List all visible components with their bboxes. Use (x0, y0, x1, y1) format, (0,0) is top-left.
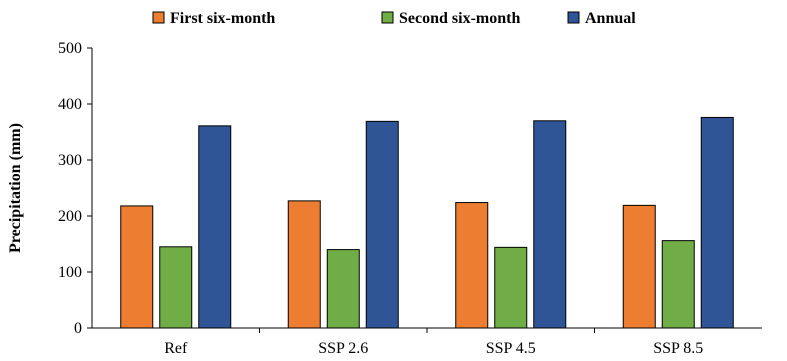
legend-swatch (152, 11, 165, 24)
bar-first-six-month-ssp-2-6 (287, 200, 321, 329)
y-tick-label: 0 (74, 320, 82, 337)
axes (91, 48, 762, 329)
bar-second-six-month-ssp-2-6 (326, 249, 360, 329)
bar-annual-ssp-2-6 (365, 120, 399, 329)
bars (120, 116, 734, 329)
legend-label: First six-month (170, 10, 275, 27)
y-tick-label: 500 (58, 40, 82, 57)
bar-first-six-month-ssp-8-5 (622, 204, 656, 329)
y-axis-ticks: 0 100 200 300 400 500 (58, 40, 92, 337)
legend: First six-month Second six-month Annual (152, 10, 636, 27)
bar-annual-ref (198, 125, 232, 329)
bar-annual-ssp-4-5 (533, 120, 567, 329)
bar-annual-ssp-8-5 (700, 116, 734, 329)
y-tick-label: 200 (58, 208, 82, 225)
y-tick-label: 300 (58, 152, 82, 169)
bar-first-six-month-ref (120, 205, 154, 329)
x-tick-label: SSP 2.6 (318, 340, 368, 357)
x-tick-label: Ref (164, 340, 188, 357)
x-tick-label: SSP 4.5 (486, 340, 536, 357)
y-axis-title: Precipitation (mm) (7, 123, 24, 253)
bar-second-six-month-ref (159, 246, 193, 329)
bar-first-six-month-ssp-4-5 (455, 202, 489, 329)
y-tick-label: 100 (58, 264, 82, 281)
legend-label: Annual (585, 10, 636, 27)
bar-second-six-month-ssp-4-5 (494, 246, 528, 329)
x-tick-label: SSP 8.5 (653, 340, 703, 357)
y-axis-title-group: Precipitation (mm) (7, 123, 24, 253)
x-axis-ticks: Ref SSP 2.6 SSP 4.5 SSP 8.5 (164, 328, 703, 357)
legend-label: Second six-month (399, 10, 520, 27)
bar-second-six-month-ssp-8-5 (661, 240, 695, 329)
legend-swatch (381, 11, 394, 24)
legend-swatch (567, 11, 580, 24)
y-tick-label: 400 (58, 96, 82, 113)
